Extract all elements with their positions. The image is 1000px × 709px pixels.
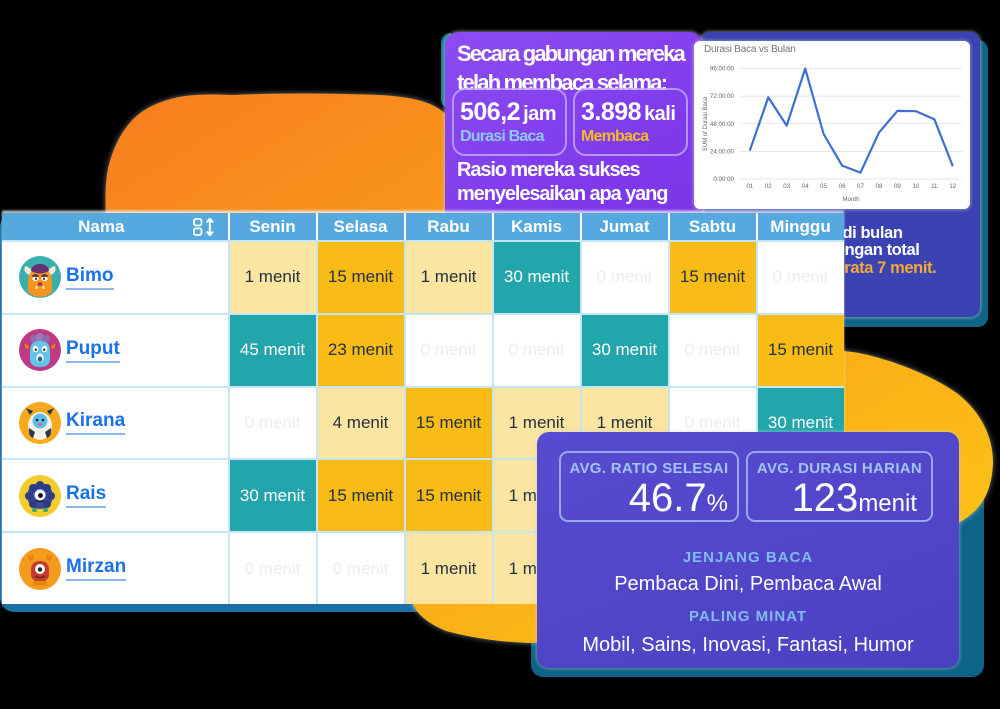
svg-text:02: 02 <box>765 183 772 190</box>
svg-text:0:00:00: 0:00:00 <box>713 176 734 183</box>
svg-text:48:00:00: 48:00:00 <box>710 121 735 128</box>
svg-text:09: 09 <box>894 183 901 190</box>
svg-text:SUM of Durasi Baca: SUM of Durasi Baca <box>703 96 709 151</box>
svg-text:07: 07 <box>857 183 864 190</box>
svg-text:12: 12 <box>949 183 956 190</box>
svg-text:04: 04 <box>802 183 809 190</box>
svg-text:06: 06 <box>839 183 846 190</box>
svg-text:05: 05 <box>820 183 827 190</box>
svg-text:Durasi Baca vs Bulan: Durasi Baca vs Bulan <box>704 44 796 55</box>
svg-text:08: 08 <box>876 183 883 190</box>
svg-text:11: 11 <box>931 183 938 190</box>
svg-text:03: 03 <box>783 183 790 190</box>
svg-text:Month: Month <box>842 196 860 203</box>
svg-text:96:00:00: 96:00:00 <box>710 66 735 73</box>
svg-text:01: 01 <box>746 183 753 190</box>
svg-text:24:00:00: 24:00:00 <box>710 149 735 156</box>
svg-text:72:00:00: 72:00:00 <box>710 93 735 100</box>
svg-text:10: 10 <box>912 183 919 190</box>
